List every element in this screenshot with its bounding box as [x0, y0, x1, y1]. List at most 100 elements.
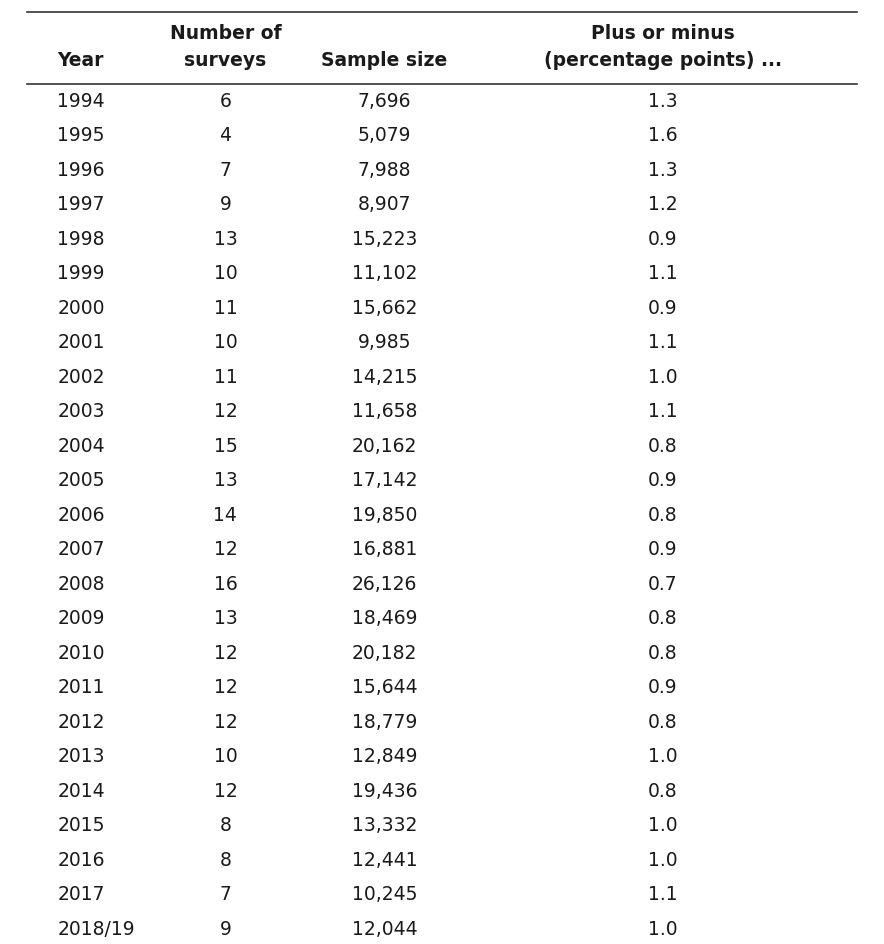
Text: 2005: 2005: [57, 471, 105, 490]
Text: 13,332: 13,332: [352, 817, 417, 835]
Text: 13: 13: [214, 229, 237, 249]
Text: 12: 12: [214, 782, 237, 801]
Text: 1.1: 1.1: [648, 333, 678, 352]
Text: 0.8: 0.8: [648, 713, 678, 732]
Text: 9,985: 9,985: [358, 333, 411, 352]
Text: 15,644: 15,644: [352, 678, 417, 698]
Text: 13: 13: [214, 609, 237, 629]
Text: 11: 11: [214, 298, 237, 318]
Text: Sample size: Sample size: [322, 52, 447, 71]
Text: 14: 14: [213, 506, 238, 525]
Text: 2001: 2001: [57, 333, 105, 352]
Text: 1999: 1999: [57, 264, 105, 283]
Text: 11,102: 11,102: [352, 264, 417, 283]
Text: 11,658: 11,658: [352, 402, 417, 421]
Text: 0.7: 0.7: [648, 575, 678, 594]
Text: 2014: 2014: [57, 782, 105, 801]
Text: 13: 13: [214, 471, 237, 490]
Text: 1.0: 1.0: [648, 368, 678, 387]
Text: 1.3: 1.3: [648, 92, 678, 110]
Text: 16: 16: [214, 575, 237, 594]
Text: 15,662: 15,662: [352, 298, 417, 318]
Text: 17,142: 17,142: [352, 471, 417, 490]
Text: Plus or minus: Plus or minus: [591, 25, 735, 43]
Text: 1996: 1996: [57, 160, 105, 179]
Text: 20,162: 20,162: [352, 437, 417, 456]
Text: 2002: 2002: [57, 368, 105, 387]
Text: 15: 15: [214, 437, 237, 456]
Text: 0.8: 0.8: [648, 437, 678, 456]
Text: 0.9: 0.9: [648, 298, 678, 318]
Text: 2018/19: 2018/19: [57, 919, 135, 938]
Text: 14,215: 14,215: [352, 368, 417, 387]
Text: 0.9: 0.9: [648, 229, 678, 249]
Text: 2013: 2013: [57, 748, 105, 767]
Text: 1.1: 1.1: [648, 885, 678, 904]
Text: 12: 12: [214, 540, 237, 559]
Text: 0.8: 0.8: [648, 609, 678, 629]
Text: 18,469: 18,469: [352, 609, 417, 629]
Text: 1.6: 1.6: [648, 126, 678, 145]
Text: 2006: 2006: [57, 506, 105, 525]
Text: 12: 12: [214, 402, 237, 421]
Text: 1.0: 1.0: [648, 817, 678, 835]
Text: 8: 8: [219, 851, 232, 869]
Text: 19,436: 19,436: [352, 782, 417, 801]
Text: 1.1: 1.1: [648, 402, 678, 421]
Text: 20,182: 20,182: [352, 644, 417, 663]
Text: 8,907: 8,907: [358, 195, 411, 214]
Text: 0.8: 0.8: [648, 506, 678, 525]
Text: 7,988: 7,988: [358, 160, 411, 179]
Text: 7: 7: [219, 160, 232, 179]
Text: 12,441: 12,441: [352, 851, 417, 869]
Text: 19,850: 19,850: [352, 506, 417, 525]
Text: 16,881: 16,881: [352, 540, 417, 559]
Text: 2000: 2000: [57, 298, 105, 318]
Text: 9: 9: [219, 195, 232, 214]
Text: 0.8: 0.8: [648, 644, 678, 663]
Text: 11: 11: [214, 368, 237, 387]
Text: 12,849: 12,849: [352, 748, 417, 767]
Text: 2015: 2015: [57, 817, 105, 835]
Text: 2009: 2009: [57, 609, 105, 629]
Text: 2017: 2017: [57, 885, 105, 904]
Text: surveys: surveys: [184, 52, 267, 71]
Text: 7,696: 7,696: [358, 92, 411, 110]
Text: 1.2: 1.2: [648, 195, 678, 214]
Text: 18,779: 18,779: [352, 713, 417, 732]
Text: 2011: 2011: [57, 678, 105, 698]
Text: 8: 8: [219, 817, 232, 835]
Text: 1.3: 1.3: [648, 160, 678, 179]
Text: 12: 12: [214, 678, 237, 698]
Text: 1.0: 1.0: [648, 851, 678, 869]
Text: 10: 10: [214, 333, 237, 352]
Text: 2003: 2003: [57, 402, 105, 421]
Text: 2012: 2012: [57, 713, 105, 732]
Text: 6: 6: [219, 92, 232, 110]
Text: 2008: 2008: [57, 575, 105, 594]
Text: 7: 7: [219, 885, 232, 904]
Text: 10: 10: [214, 264, 237, 283]
Text: 0.8: 0.8: [648, 782, 678, 801]
Text: 5,079: 5,079: [358, 126, 411, 145]
Text: Number of: Number of: [170, 25, 281, 43]
Text: 1995: 1995: [57, 126, 105, 145]
Text: Year: Year: [57, 52, 104, 71]
Text: 1.0: 1.0: [648, 748, 678, 767]
Text: 12,044: 12,044: [352, 919, 417, 938]
Text: 2007: 2007: [57, 540, 105, 559]
Text: 12: 12: [214, 713, 237, 732]
Text: 9: 9: [219, 919, 232, 938]
Text: 1998: 1998: [57, 229, 105, 249]
Text: 2004: 2004: [57, 437, 105, 456]
Text: 12: 12: [214, 644, 237, 663]
Text: 1994: 1994: [57, 92, 105, 110]
Text: 15,223: 15,223: [352, 229, 417, 249]
Text: 26,126: 26,126: [352, 575, 417, 594]
Text: 0.9: 0.9: [648, 540, 678, 559]
Text: 2016: 2016: [57, 851, 105, 869]
Text: 10: 10: [214, 748, 237, 767]
Text: 1997: 1997: [57, 195, 105, 214]
Text: 0.9: 0.9: [648, 678, 678, 698]
Text: 4: 4: [219, 126, 232, 145]
